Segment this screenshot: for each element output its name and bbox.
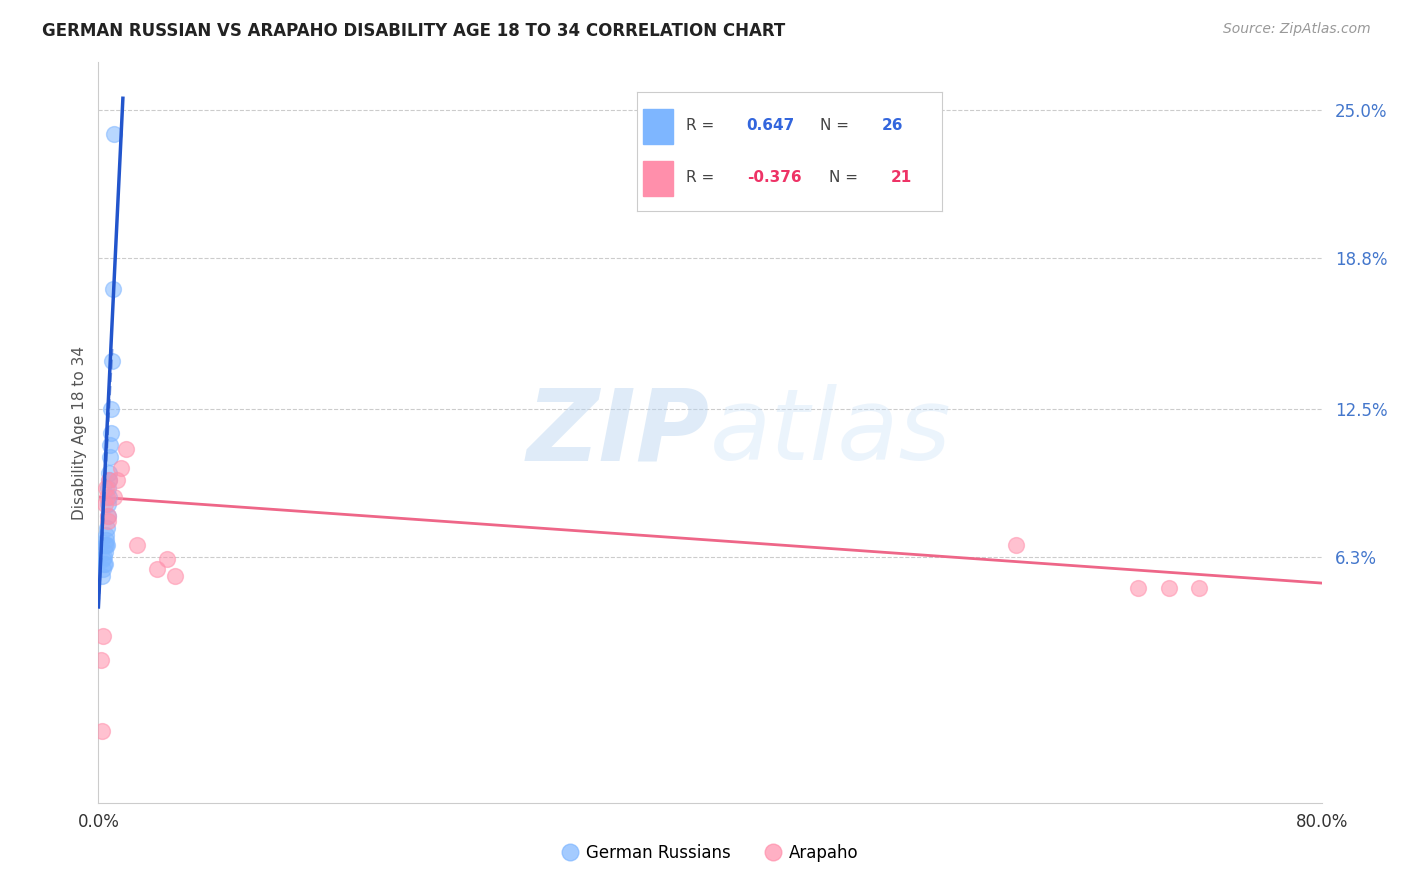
Point: [96, 538, 118, 552]
Point: [96, 490, 118, 504]
Point: [1004, 538, 1026, 552]
Point: [94, 497, 117, 511]
Point: [156, 552, 179, 566]
Text: Source: ZipAtlas.com: Source: ZipAtlas.com: [1223, 22, 1371, 37]
Text: atlas: atlas: [710, 384, 952, 481]
Point: [98, 450, 121, 464]
Point: [100, 401, 122, 416]
Point: [91, 724, 114, 739]
Text: GERMAN RUSSIAN VS ARAPAHO DISABILITY AGE 18 TO 34 CORRELATION CHART: GERMAN RUSSIAN VS ARAPAHO DISABILITY AGE…: [42, 22, 786, 40]
Point: [98, 474, 121, 488]
Point: [1128, 581, 1150, 595]
Point: [93, 545, 115, 559]
Point: [125, 538, 148, 552]
Point: [97, 497, 120, 511]
Point: [91, 629, 114, 643]
Point: [90, 652, 112, 666]
Text: ZIP: ZIP: [527, 384, 710, 481]
Point: [100, 425, 122, 440]
Point: [93, 549, 115, 564]
Point: [101, 282, 124, 296]
Point: [91, 552, 114, 566]
Point: [96, 521, 118, 535]
Point: [145, 562, 167, 576]
Point: [163, 569, 186, 583]
Point: [94, 538, 117, 552]
Point: [97, 481, 120, 495]
Point: [94, 481, 117, 495]
Point: [103, 127, 125, 141]
Point: [97, 509, 120, 524]
Point: [110, 461, 132, 475]
Point: [103, 490, 125, 504]
Point: [91, 562, 114, 576]
Point: [98, 467, 121, 481]
Point: [91, 569, 114, 583]
Point: [93, 557, 115, 571]
Point: [94, 538, 117, 552]
Point: [1188, 581, 1211, 595]
Y-axis label: Disability Age 18 to 34: Disability Age 18 to 34: [72, 345, 87, 520]
Point: [1157, 581, 1180, 595]
Point: [98, 474, 121, 488]
Legend: German Russians, Arapaho: German Russians, Arapaho: [554, 838, 866, 869]
Point: [97, 514, 120, 528]
Point: [94, 533, 117, 547]
Point: [101, 354, 124, 368]
Point: [115, 442, 138, 457]
Point: [97, 509, 120, 524]
Point: [96, 528, 118, 542]
Point: [105, 474, 128, 488]
Point: [94, 557, 117, 571]
Point: [98, 437, 121, 451]
Point: [97, 490, 120, 504]
